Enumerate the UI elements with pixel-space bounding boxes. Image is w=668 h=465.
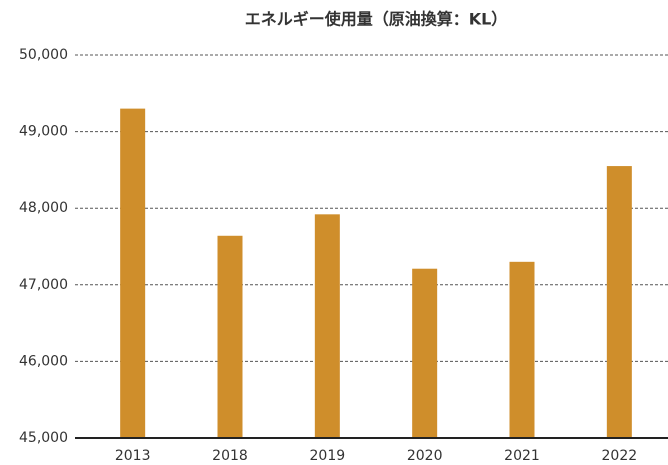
y-tick-label: 48,000 — [19, 200, 68, 216]
y-tick-label: 49,000 — [19, 124, 68, 140]
x-tick-label: 2019 — [310, 448, 346, 464]
x-tick-label: 2013 — [115, 448, 151, 464]
bar — [120, 108, 146, 439]
y-tick-label: 50,000 — [19, 47, 68, 63]
bar — [509, 261, 535, 438]
y-tick-label: 46,000 — [19, 353, 68, 369]
x-tick-label: 2021 — [504, 448, 540, 464]
chart-title: エネルギー使用量（原油換算：KL） — [245, 10, 508, 29]
y-tick-label: 45,000 — [19, 430, 68, 446]
bar — [314, 214, 340, 438]
x-tick-label: 2018 — [212, 448, 248, 464]
bar — [606, 166, 632, 438]
bar — [217, 235, 243, 438]
y-tick-label: 47,000 — [19, 277, 68, 293]
bar — [412, 268, 438, 438]
x-tick-label: 2020 — [407, 448, 443, 464]
x-tick-label: 2022 — [602, 448, 638, 464]
